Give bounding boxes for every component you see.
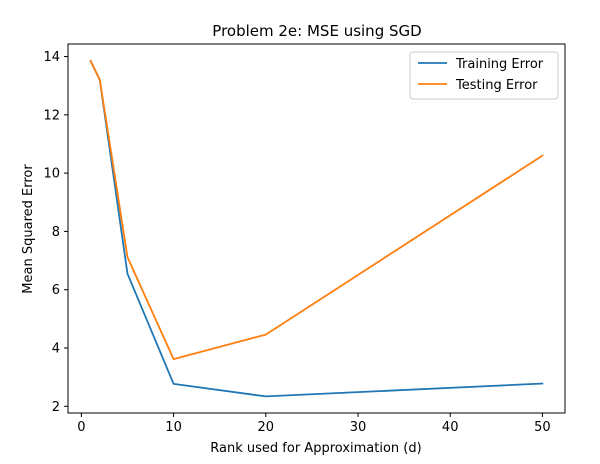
- x-axis-ticks: 0 10 20 30 40 50: [77, 413, 551, 435]
- y-tick-label: 10: [43, 167, 60, 182]
- y-tick-label: 6: [52, 283, 60, 298]
- y-axis-label: Mean Squared Error: [21, 164, 36, 294]
- x-axis-label: Rank used for Approximation (d): [210, 441, 421, 456]
- y-tick-label: 8: [52, 225, 60, 240]
- x-tick-label: 50: [534, 420, 551, 435]
- x-tick-label: 40: [442, 420, 459, 435]
- legend-label-testing: Testing Error: [455, 78, 538, 93]
- plot-frame: [67, 43, 566, 414]
- legend-label-training: Training Error: [455, 57, 544, 72]
- legend: Training Error Testing Error: [409, 51, 559, 100]
- y-tick-label: 12: [43, 108, 60, 123]
- series-line-training-error: [89, 59, 544, 398]
- plot-area: [67, 43, 566, 414]
- x-tick-label: 10: [165, 420, 182, 435]
- y-tick-label: 14: [43, 50, 60, 65]
- x-tick-label: 30: [350, 420, 367, 435]
- chart-title: Problem 2e: MSE using SGD: [212, 22, 421, 40]
- y-tick-label: 2: [52, 400, 60, 415]
- x-tick-label: 20: [258, 420, 275, 435]
- y-axis-ticks: 2 4 6 8 10 12 14: [43, 50, 68, 415]
- y-tick-label: 4: [52, 342, 60, 357]
- x-tick-label: 0: [77, 420, 85, 435]
- series-line-testing-error: [89, 59, 544, 360]
- series-layer: [89, 59, 544, 398]
